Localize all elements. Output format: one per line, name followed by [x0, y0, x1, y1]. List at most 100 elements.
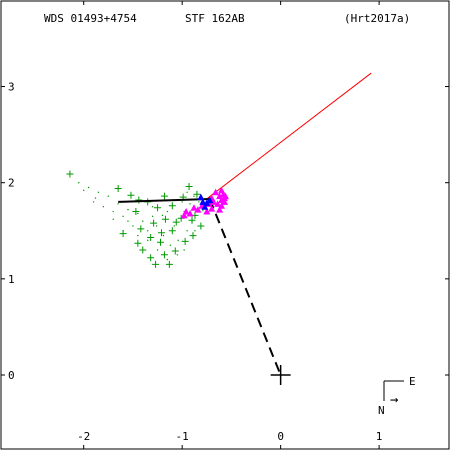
green-dot-point: [155, 225, 158, 227]
green-plus-point: [185, 183, 193, 191]
green-dot-point: [162, 234, 165, 237]
green-plus-point: [157, 229, 165, 237]
blue-point: [199, 198, 207, 205]
magenta-point: [216, 206, 224, 213]
green-dot-point: [147, 230, 149, 232]
green-dot-point: [186, 230, 188, 232]
compass-arrow-icon: →: [390, 392, 398, 408]
blue-point: [197, 193, 205, 201]
compass: E N →: [378, 375, 416, 417]
blue-point: [201, 203, 209, 210]
magenta-point: [180, 211, 188, 219]
magenta-point: [221, 198, 229, 205]
green-plus-point: [160, 192, 168, 200]
green-plus-point: [189, 232, 197, 240]
green-dot-point: [151, 215, 154, 218]
magenta-point: [203, 208, 211, 215]
green-dot-point: [177, 239, 179, 242]
green-dot-point: [97, 191, 100, 194]
green-dot-point: [183, 249, 185, 251]
blue-point: [206, 196, 214, 203]
discoverer-label: STF 162AB: [185, 12, 245, 25]
green-dot-point: [112, 218, 114, 220]
green-plus-point: [119, 230, 127, 238]
y-tick-label: 1: [8, 273, 15, 286]
y-tick-label: 2: [8, 177, 15, 190]
red-line: [207, 72, 372, 199]
green-plus-point: [188, 216, 196, 224]
green-dot-point: [186, 191, 188, 194]
magenta-point: [186, 209, 194, 217]
green-plus-point: [66, 170, 74, 178]
green-dot-point: [127, 208, 129, 211]
compass-north-label: N: [378, 404, 385, 417]
green-dot-point: [82, 189, 85, 192]
compass-east-label: E: [409, 375, 416, 388]
green-dot-point: [166, 210, 169, 213]
green-dot-point: [87, 186, 90, 189]
green-plus-point: [168, 227, 176, 235]
green-plus-point: [154, 204, 162, 212]
magenta-point: [214, 200, 222, 207]
green-plus-point: [165, 260, 173, 268]
wds-label: WDS 01493+4754: [44, 12, 137, 25]
green-dot-point: [78, 181, 80, 184]
green-dot-point: [112, 210, 114, 213]
green-dot-point: [161, 214, 164, 217]
green-plus-point: [172, 218, 180, 226]
reference-label: (Hrt2017a): [344, 12, 410, 25]
primary-star-marker: [270, 365, 291, 385]
green-plus-point: [193, 190, 201, 198]
green-plus-point: [171, 247, 179, 255]
green-plus-point: [197, 222, 205, 230]
y-tick-label: 3: [8, 81, 15, 94]
green-plus-point: [114, 184, 122, 192]
magenta-point: [212, 188, 220, 196]
green-dot-point: [92, 201, 95, 203]
magenta-point: [190, 204, 198, 211]
green-plus-point: [161, 215, 169, 223]
x-tick-label: 0: [277, 430, 284, 443]
green-plus-point: [139, 246, 147, 254]
green-dot-point: [194, 230, 196, 232]
green-plus-point: [147, 234, 155, 241]
green-dot-point: [193, 195, 195, 197]
green-dot-point: [137, 212, 139, 215]
green-plus-point: [137, 225, 145, 233]
green-dot-point: [94, 197, 97, 199]
magenta-point: [221, 192, 229, 200]
magenta-point: [208, 205, 216, 212]
green-dot-point: [107, 195, 110, 197]
green-plus-point: [132, 208, 140, 216]
green-dot-point: [198, 201, 200, 203]
magenta-point: [194, 206, 202, 213]
green-dot-point: [142, 220, 144, 222]
green-plus-point: [157, 238, 165, 246]
x-tick-label: -1: [176, 430, 189, 443]
x-tick-label: 1: [376, 430, 383, 443]
green-dot-point: [122, 215, 124, 218]
green-plus-point: [160, 251, 168, 259]
green-plus-point: [168, 202, 176, 210]
green-dot-point: [173, 225, 175, 227]
green-plus-point: [135, 196, 143, 204]
green-dot-point: [137, 234, 139, 237]
magenta-point: [218, 196, 226, 203]
green-dot-point: [132, 225, 134, 227]
magenta-point: [210, 198, 218, 205]
y-tick-label: 0: [8, 369, 15, 382]
x-tick-label: -2: [77, 430, 90, 443]
orbit-arc: [118, 198, 210, 203]
green-plus-point: [147, 254, 155, 262]
green-dot-point: [102, 206, 105, 208]
green-dot-point: [127, 220, 129, 222]
green-plus-point: [181, 237, 189, 245]
green-plus-point: [134, 239, 142, 247]
green-dot-point: [189, 203, 191, 205]
green-dot-point: [176, 254, 178, 256]
data-series: [66, 72, 372, 385]
